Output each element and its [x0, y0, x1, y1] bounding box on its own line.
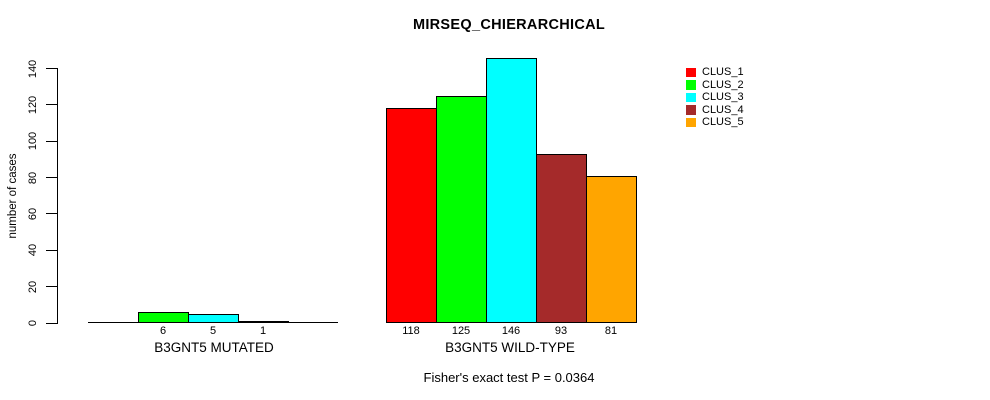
bar-clus_4-group1 — [238, 321, 289, 323]
bar-clus_3-group1 — [188, 314, 239, 323]
y-axis-tick — [46, 177, 58, 179]
y-axis-tick — [46, 286, 58, 288]
y-axis-line — [57, 68, 58, 323]
legend-item-clus_5: CLUS_5 — [686, 116, 744, 129]
bar-clus_2-group2 — [436, 96, 487, 323]
y-axis-tick-label: 60 — [27, 207, 39, 221]
bar-clus_4-group2 — [536, 154, 587, 323]
y-axis-title: number of cases — [7, 153, 19, 239]
y-axis-tick-label: 80 — [27, 171, 39, 184]
legend-item-clus_3: CLUS_3 — [686, 91, 744, 104]
legend-label: CLUS_2 — [702, 78, 744, 91]
bar-value-label: 93 — [554, 325, 568, 337]
bar-clus_5-group2 — [586, 176, 637, 323]
group-label-wild-type: B3GNT5 WILD-TYPE — [445, 340, 575, 355]
bar-value-label: 146 — [501, 325, 521, 337]
legend-swatch-clus_3 — [686, 92, 696, 102]
legend-label: CLUS_1 — [702, 66, 744, 79]
fisher-test-annotation: Fisher's exact test P = 0.0364 — [423, 370, 595, 385]
bar-value-label: 118 — [402, 325, 420, 337]
y-axis-tick — [46, 104, 58, 106]
legend-swatch-clus_5 — [686, 117, 696, 127]
bar-value-label: 6 — [159, 325, 167, 337]
legend-label: CLUS_4 — [702, 103, 744, 116]
y-axis-tick — [46, 322, 58, 324]
bar-clus_3-group2 — [486, 58, 537, 323]
bar-value-label: 81 — [604, 325, 618, 337]
bar-clus_1-group2 — [386, 108, 437, 323]
y-axis-tick-label: 0 — [27, 319, 39, 327]
legend-item-clus_1: CLUS_1 — [686, 66, 744, 79]
y-axis-tick-label: 140 — [27, 59, 39, 78]
chart-title: MIRSEQ_CHIERARCHICAL — [412, 17, 606, 33]
legend-swatch-clus_4 — [686, 105, 696, 115]
y-axis-tick-label: 120 — [27, 95, 39, 115]
bar-value-label: 1 — [259, 325, 267, 337]
legend-item-clus_2: CLUS_2 — [686, 79, 744, 92]
y-axis-tick — [46, 213, 58, 215]
legend-item-clus_4: CLUS_4 — [686, 104, 744, 117]
y-axis-tick — [46, 140, 58, 142]
group-label-mutated: B3GNT5 MUTATED — [154, 340, 274, 355]
y-axis-tick-label: 20 — [27, 280, 39, 293]
legend-label: CLUS_5 — [702, 116, 744, 129]
y-axis-tick — [46, 68, 58, 69]
legend-swatch-clus_1 — [686, 67, 696, 77]
legend-label: CLUS_3 — [702, 91, 744, 104]
bar-clus_2-group1 — [138, 312, 189, 323]
legend: CLUS_1 CLUS_2 CLUS_3 CLUS_4 CLUS_5 — [686, 66, 744, 129]
y-axis-tick-label: 100 — [27, 132, 39, 151]
y-axis-tick-label: 40 — [27, 244, 39, 257]
bar-value-label: 125 — [451, 325, 471, 337]
legend-swatch-clus_2 — [686, 80, 696, 90]
y-axis-tick — [46, 249, 58, 251]
bar-value-label: 5 — [209, 325, 217, 337]
